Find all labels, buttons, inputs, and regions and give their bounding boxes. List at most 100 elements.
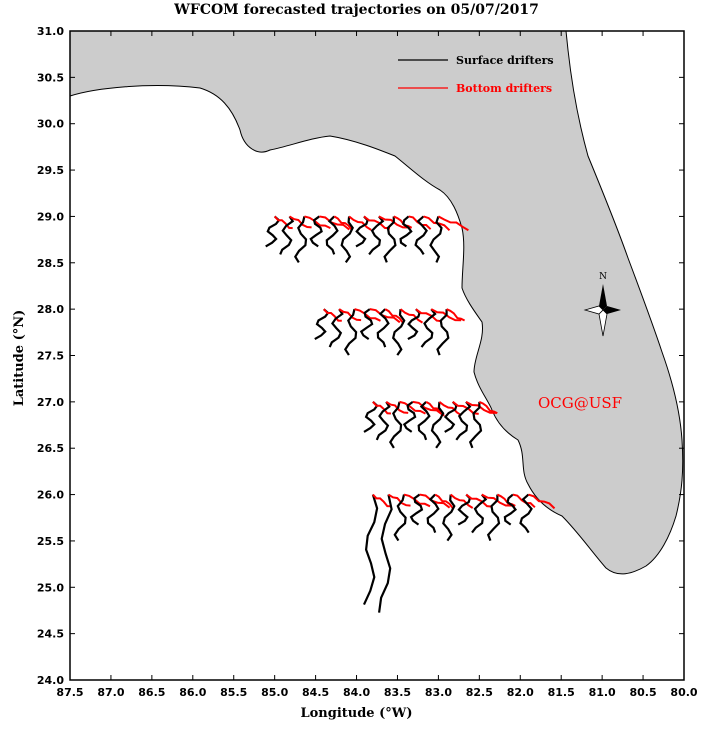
bottom-trajectory: [419, 493, 451, 509]
surface-trajectory: [426, 493, 440, 533]
x-tick-label: 86.0: [179, 686, 206, 699]
bottom-trajectory: [415, 308, 443, 323]
surface-trajectory: [375, 401, 391, 441]
y-tick-label: 29.5: [37, 164, 64, 177]
y-axis-ticks: 24.0 24.5 25.0 25.5 26.0 26.5 27.0 27.5 28.0 28.5…: [37, 25, 684, 687]
surface-trajectory: [383, 216, 397, 263]
surface-trajectory: [294, 216, 308, 263]
bottom-trajectory: [333, 215, 353, 231]
bottom-trajectory: [369, 308, 401, 324]
y-tick-label: 26.5: [37, 442, 64, 455]
surface-trajectory: [378, 494, 393, 613]
surface-trajectory: [468, 401, 483, 449]
surface-trajectory: [391, 309, 406, 356]
surface-trajectory: [314, 308, 330, 341]
surface-trajectory: [279, 215, 295, 255]
surface-trajectory: [376, 308, 390, 348]
bottom-trajectory: [412, 400, 444, 416]
surface-trajectory: [417, 401, 431, 441]
legend-bottom-label: Bottom drifters: [456, 82, 552, 95]
bottom-trajectory: [372, 493, 391, 508]
bottom-trajectory: [434, 493, 454, 510]
bottom-trajectory: [319, 215, 350, 231]
bottom-trajectory: [496, 493, 516, 507]
x-tick-label: 87.5: [56, 686, 83, 699]
y-tick-label: 25.0: [37, 581, 64, 594]
x-tick-label: 83.0: [425, 686, 452, 699]
x-tick-label: 82.5: [466, 686, 493, 699]
surface-trajectory: [420, 308, 437, 348]
bottom-trajectory: [384, 308, 404, 324]
x-axis-label: Longitude (°W): [300, 706, 413, 721]
bottom-trajectory: [528, 493, 556, 510]
y-tick-label: 27.0: [37, 396, 64, 409]
north-compass-icon: N: [583, 272, 621, 337]
surface-trajectory: [359, 308, 374, 341]
y-tick-label: 28.5: [37, 257, 64, 270]
surface-trajectory: [362, 494, 379, 606]
surface-trajectory: [414, 215, 428, 256]
y-tick-label: 26.0: [37, 489, 64, 502]
surface-trajectory: [265, 215, 281, 248]
x-tick-label: 80.5: [629, 686, 656, 699]
surface-trajectory: [388, 401, 403, 449]
x-tick-label: 84.0: [343, 686, 370, 699]
surface-trajectory: [486, 494, 501, 541]
y-tick-label: 24.0: [37, 674, 64, 687]
surface-trajectory: [399, 215, 413, 248]
bottom-trajectory: [465, 493, 493, 508]
bottom-trajectory: [438, 401, 462, 417]
surface-trajectory: [340, 216, 354, 264]
surface-trajectory: [409, 493, 424, 526]
surface-trajectory: [355, 215, 369, 248]
surface-trajectory: [363, 401, 379, 433]
y-tick-label: 27.5: [37, 350, 64, 363]
bottom-trajectory: [289, 215, 312, 229]
y-tick-label: 28.0: [37, 303, 64, 316]
y-tick-label: 24.5: [37, 628, 64, 641]
y-axis-label: Latitude (°N): [12, 309, 27, 407]
surface-trajectory: [407, 308, 421, 341]
surface-trajectory: [519, 493, 533, 534]
x-tick-label: 84.5: [302, 686, 329, 699]
bottom-trajectory: [323, 308, 342, 322]
surface-trajectory: [430, 401, 445, 449]
surface-trajectory: [503, 493, 518, 526]
land-mass: [69, 30, 684, 575]
x-tick-label: 81.0: [589, 686, 616, 699]
surface-trajectory: [328, 308, 344, 348]
compass-n-label: N: [599, 272, 607, 282]
surface-trajectory: [343, 308, 358, 356]
surface-trajectory: [443, 401, 458, 433]
legend-surface-label: Surface drifters: [456, 54, 554, 67]
x-tick-label: 81.5: [548, 686, 575, 699]
bottom-trajectory: [446, 308, 466, 322]
bottom-trajectory: [387, 493, 411, 507]
y-tick-label: 29.0: [37, 210, 64, 223]
bottom-trajectory: [304, 215, 331, 230]
x-tick-label: 86.5: [138, 686, 165, 699]
bottom-trajectory: [450, 493, 474, 509]
surface-trajectory: [393, 494, 407, 542]
x-tick-label: 85.0: [261, 686, 288, 699]
y-tick-label: 31.0: [37, 25, 64, 38]
bottom-trajectory: [403, 493, 431, 508]
bottom-trajectory: [372, 401, 391, 415]
y-tick-label: 25.5: [37, 535, 64, 548]
x-tick-label: 87.0: [97, 686, 124, 699]
surface-trajectory: [309, 215, 323, 248]
credit-label: OCG@USF: [538, 394, 622, 412]
bottom-trajectory: [399, 308, 424, 324]
surface-trajectory: [429, 216, 443, 263]
bottom-trajectory: [363, 215, 391, 230]
surface-trajectory: [442, 494, 456, 542]
x-tick-label: 80.0: [670, 686, 697, 699]
bottom-trajectory: [437, 215, 469, 232]
y-tick-label: 30.0: [37, 118, 64, 131]
map-title: WFCOM forecasted trajectories on 05/07/2…: [174, 2, 539, 18]
surface-trajectory: [325, 215, 339, 255]
bottom-trajectory: [348, 215, 372, 231]
trajectories: [265, 215, 556, 613]
x-tick-label: 85.5: [220, 686, 247, 699]
